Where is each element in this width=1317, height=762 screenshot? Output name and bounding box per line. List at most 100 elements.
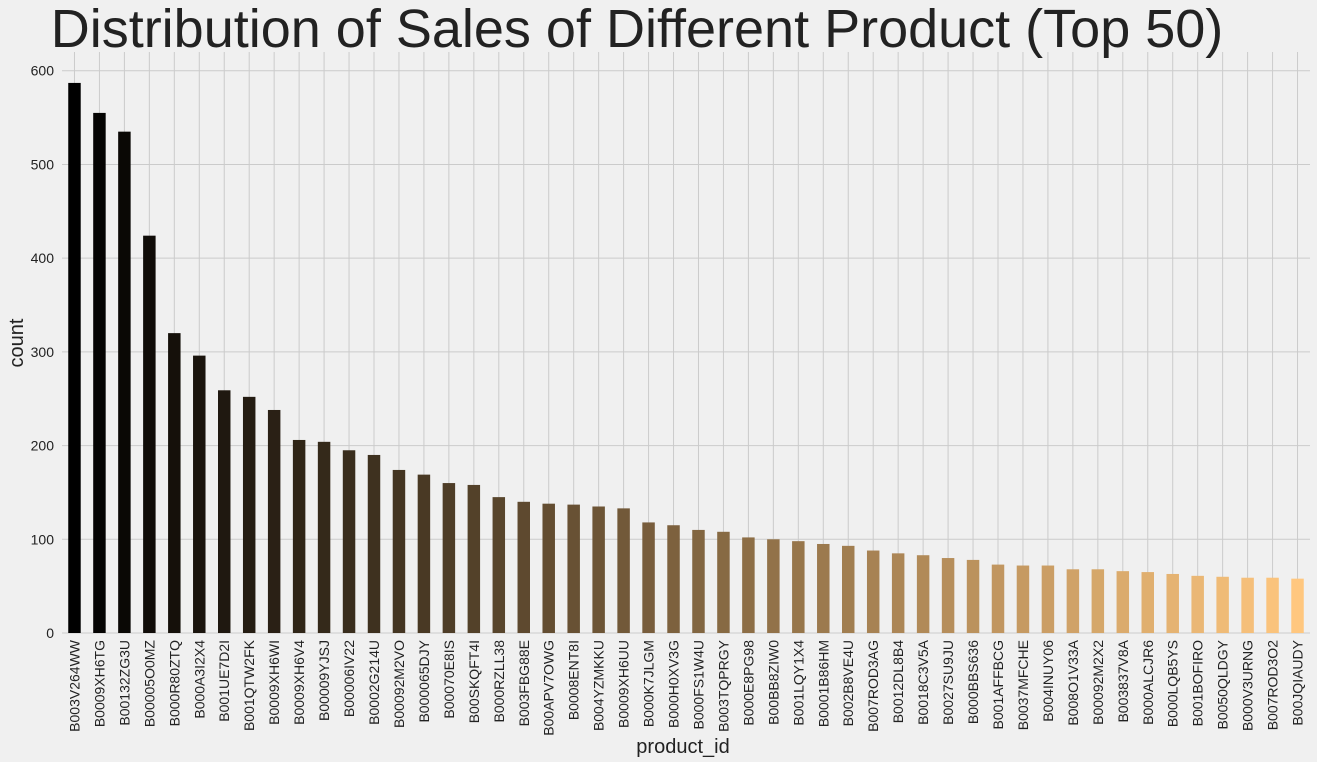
bar: [218, 390, 231, 633]
x-tick-label: B000V3URNG: [1240, 640, 1256, 731]
x-tick-label: B001AFFBCG: [990, 640, 1006, 729]
bar: [392, 469, 406, 633]
x-tick-label: B001BOFIRO: [1190, 640, 1206, 726]
x-tick-label: B002B8VE4U: [840, 640, 856, 726]
bar: [817, 543, 830, 633]
x-tick-label: B0027SU9JU: [940, 640, 956, 725]
bar: [367, 454, 381, 633]
x-tick-label: B001UE7D2I: [216, 640, 232, 722]
x-tick-label: B000A3I2X4: [191, 640, 207, 719]
bar: [792, 541, 805, 633]
bar: [667, 525, 680, 633]
bar: [991, 564, 1005, 633]
bar: [717, 531, 730, 633]
bar: [742, 537, 755, 633]
x-tick-label: B0018C3V5A: [915, 639, 931, 725]
y-tick-label: 500: [31, 156, 55, 172]
x-tick-label: B000BBS636: [965, 640, 981, 724]
y-tick-label: 600: [31, 63, 55, 79]
bar: [292, 439, 306, 633]
bar: [1291, 578, 1304, 633]
bar: [417, 474, 431, 633]
bar: [1116, 571, 1130, 633]
bar: [242, 396, 256, 633]
x-tick-label: B001QTW2FK: [241, 639, 257, 731]
x-tick-label: B00JQIAUDY: [1290, 639, 1306, 725]
bar: [517, 501, 530, 633]
bar: [966, 559, 980, 633]
bar: [492, 497, 506, 633]
x-tick-label: B00070E8IS: [441, 640, 457, 719]
y-tick-labels: 0 100 200 300 400 500 600: [31, 63, 55, 641]
bar: [442, 483, 456, 633]
bar: [891, 553, 905, 633]
x-tick-label: B003837V8A: [1115, 639, 1131, 722]
x-tick-label: B003TQPRGY: [715, 639, 731, 731]
chart-title: Distribution of Sales of Different Produ…: [51, 0, 1224, 59]
bar: [467, 484, 481, 633]
y-axis-label: count: [6, 318, 28, 367]
bar: [267, 409, 281, 633]
x-tick-label: B000LQB5YS: [1165, 640, 1181, 727]
x-tick-label: B007ROD3AG: [865, 640, 881, 732]
bar: [118, 131, 131, 633]
bar: [1141, 572, 1154, 633]
x-tick-label: B00092M2VO: [391, 640, 407, 728]
x-tick-label: B0037MFCHE: [1015, 640, 1031, 730]
bar: [842, 545, 855, 633]
x-tick-label: B00005O0MZ: [141, 640, 157, 728]
y-tick-label: 300: [31, 344, 55, 360]
bar: [1191, 575, 1204, 633]
bar: [941, 558, 955, 633]
bar: [916, 555, 930, 633]
bar: [342, 450, 356, 633]
bar: [1166, 573, 1179, 633]
bar: [68, 82, 81, 633]
x-tick-label: B00APV7OWG: [541, 640, 557, 736]
x-tick-label: B007ROD3O2: [1265, 640, 1281, 730]
x-tick-label: B00132ZG3U: [116, 640, 132, 726]
x-tick-label: B00006IV22: [341, 640, 357, 717]
y-tick-label: 200: [31, 438, 55, 454]
x-tick-label: B00BB8ZIW0: [765, 640, 781, 725]
x-tick-label: B003V264WW: [66, 639, 82, 732]
bar: [168, 333, 181, 633]
x-tick-label: B000FS1W4U: [690, 640, 706, 729]
x-tick-labels: B003V264WW B0009XH6TG B00132ZG3U B00005O0MZ…: [66, 639, 1305, 735]
x-tick-label: B0009XH6WI: [266, 640, 282, 725]
x-tick-label: B0009XH6UU: [616, 640, 632, 728]
x-tick-label: B0012DL8B4: [890, 640, 906, 724]
x-tick-label: B000E8PG98: [740, 640, 756, 726]
bars-layer: [68, 82, 1304, 634]
x-tick-label: B001LQY1X4: [790, 640, 806, 726]
x-tick-label: B0009XH6TG: [91, 640, 107, 727]
bar: [592, 506, 605, 633]
x-tick-label: B0009XH6V4: [291, 640, 307, 725]
x-tick-label: B000H0XV3G: [666, 640, 682, 728]
bar: [866, 550, 880, 633]
bar: [93, 112, 106, 633]
y-tick-label: 100: [31, 531, 55, 547]
bar: [542, 503, 555, 633]
bar: [1041, 565, 1055, 633]
bar: [567, 504, 580, 633]
x-tick-label: B003FBG88E: [516, 640, 532, 726]
bar: [193, 355, 206, 633]
bar: [1066, 569, 1080, 633]
bar: [317, 441, 331, 633]
x-tick-label: B004YZMKKU: [591, 640, 607, 731]
x-tick-label: B0001B86HM: [815, 640, 831, 727]
bar: [642, 522, 655, 633]
bar: [143, 235, 156, 634]
y-tick-label: 400: [31, 250, 55, 266]
bar: [1266, 577, 1279, 633]
x-tick-label: B00SKQFT4I: [466, 640, 482, 723]
x-tick-label: B00092M2X2: [1090, 640, 1106, 725]
bar: [692, 529, 705, 633]
bar: [617, 508, 630, 633]
y-tick-label: 0: [46, 625, 54, 641]
x-tick-label: B0008ENT8I: [566, 640, 582, 720]
x-tick-label: B000R80ZTQ: [166, 640, 182, 726]
